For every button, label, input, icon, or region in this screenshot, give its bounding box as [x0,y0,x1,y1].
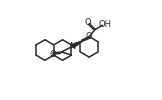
Text: O: O [85,18,91,27]
Text: O: O [86,32,93,41]
Text: N: N [69,42,75,51]
Text: OH: OH [98,20,111,29]
Text: O: O [50,50,56,59]
